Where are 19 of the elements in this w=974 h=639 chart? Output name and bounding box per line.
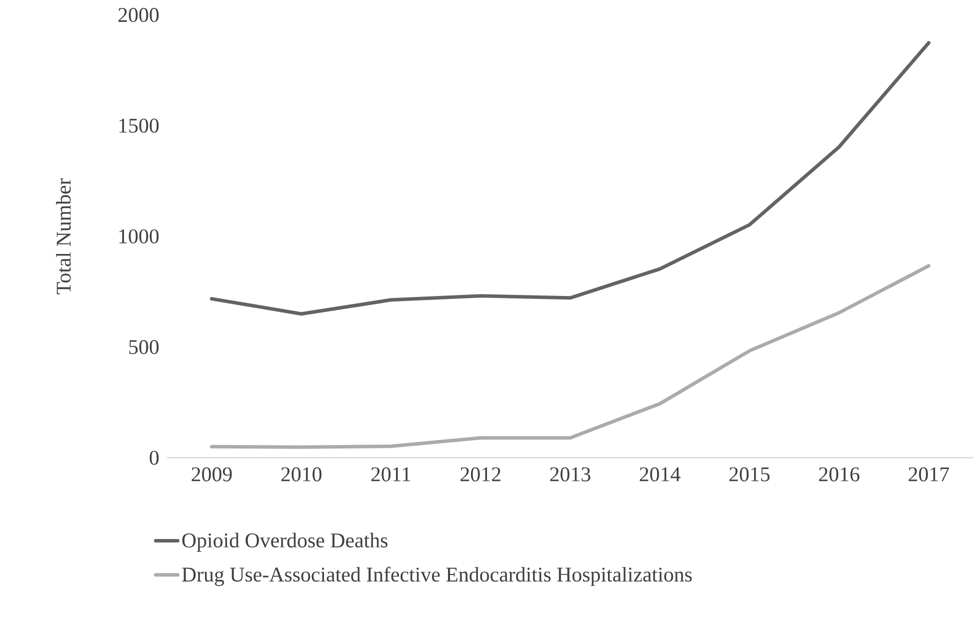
x-tick-label: 2014 [640,467,680,482]
x-tick-label: 2016 [819,467,860,482]
x-tick-label: 2011 [371,467,410,482]
x-tick-label: 2017 [908,467,949,482]
y-tick-label: 0 [150,450,159,465]
x-tick-label: 2012 [460,467,500,482]
legend-label: Drug Use-Associated Infective Endocarditis Hospitalizations [182,566,692,586]
y-tick-label: 1000 [119,229,159,244]
legend-label: Opioid Overdose Deaths [182,532,388,552]
x-tick-label: 2009 [192,467,232,482]
y-tick-label: 2000 [118,8,159,22]
line-series [210,41,930,316]
y-axis-title: Total Number [56,178,71,294]
x-tick-label: 2015 [729,467,770,482]
y-tick-label: 1500 [119,118,159,133]
line-series [210,264,930,450]
x-tick-label: 2010 [281,467,322,482]
y-tick-label: 500 [129,340,159,354]
x-tick-label: 2013 [550,467,590,482]
